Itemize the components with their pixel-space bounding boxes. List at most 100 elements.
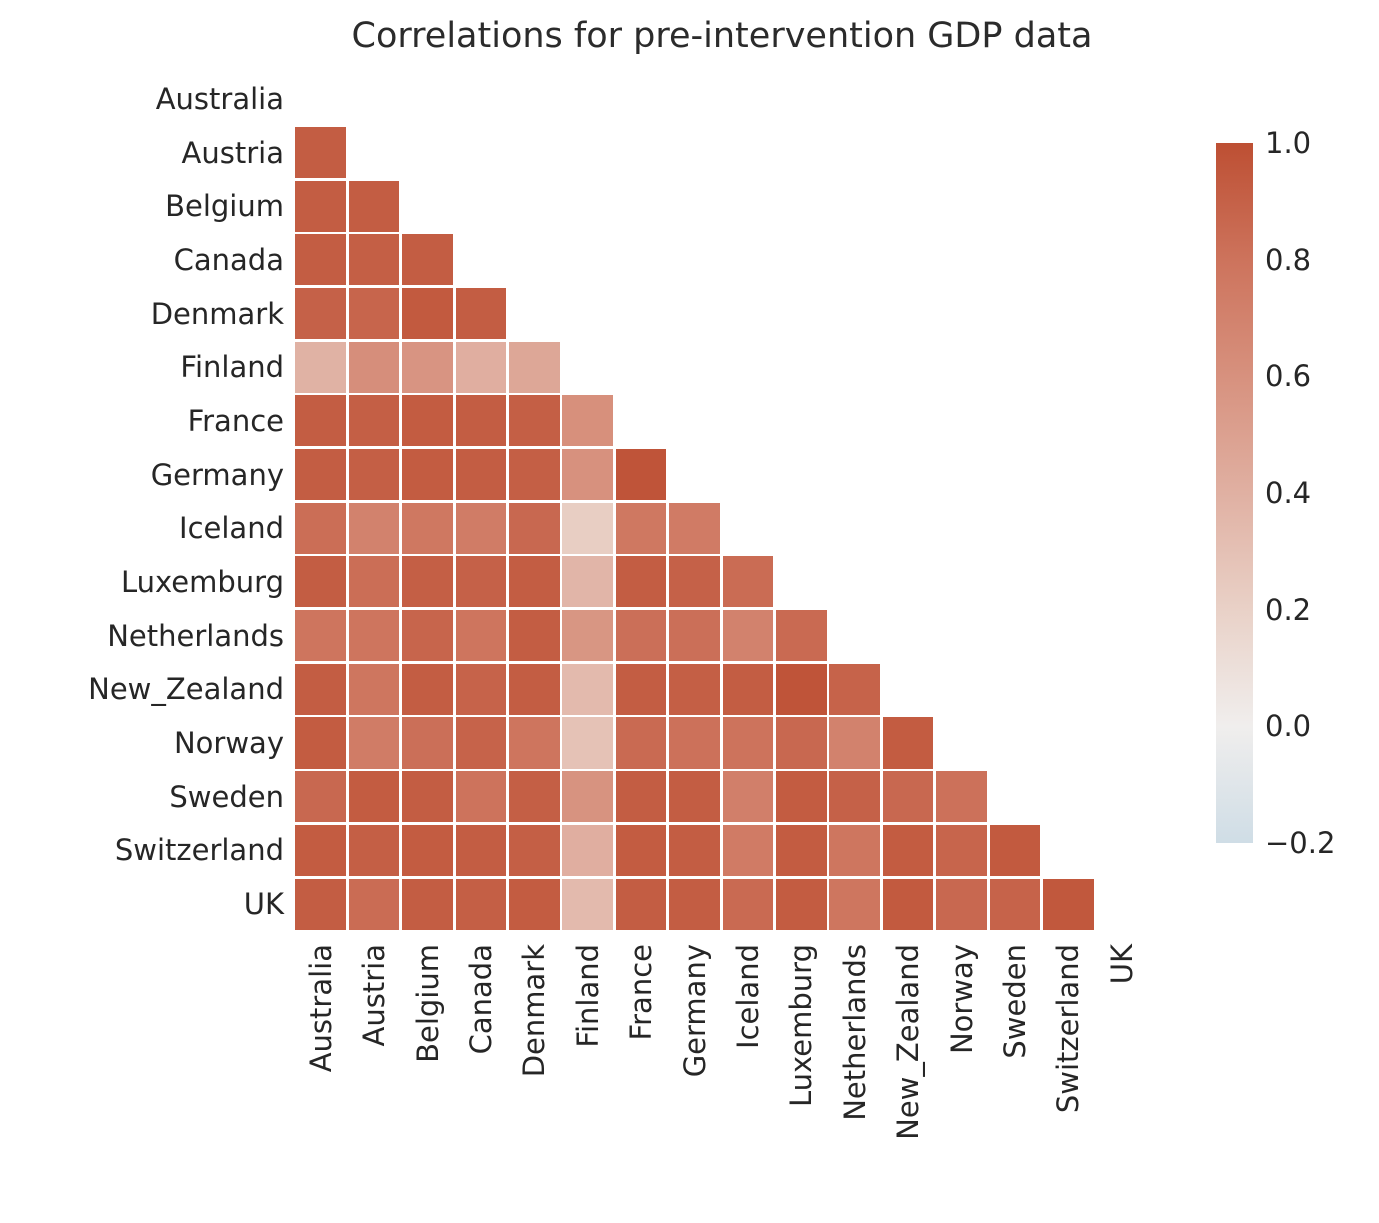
heatmap-cell	[936, 824, 987, 876]
heatmap-cell	[402, 717, 453, 769]
heatmap-cell	[455, 878, 507, 930]
heatmap-cell	[562, 610, 614, 662]
heatmap-cell	[722, 771, 774, 823]
heatmap-cell	[348, 395, 400, 447]
heatmap-cell	[348, 717, 400, 769]
heatmap-cell	[615, 878, 667, 930]
heatmap-cell	[669, 771, 720, 823]
heatmap-cell	[669, 663, 720, 715]
heatmap-cell	[295, 502, 347, 554]
y-tick-label: Canada	[173, 242, 284, 277]
heatmap-cell	[508, 395, 560, 447]
heatmap-cell	[508, 717, 560, 769]
heatmap-cell	[615, 717, 667, 769]
heatmap-cell	[508, 663, 560, 715]
heatmap-cell	[295, 288, 347, 340]
heatmap-cell	[829, 824, 881, 876]
heatmap-cell	[508, 556, 560, 608]
y-tick-label: Germany	[150, 457, 284, 492]
heatmap-cell	[348, 824, 400, 876]
heatmap-cell	[295, 126, 347, 179]
y-tick-label: Luxemburg	[121, 564, 284, 599]
heatmap-cell	[348, 234, 400, 286]
colorbar-tick-label: 0.0	[1265, 709, 1312, 744]
heatmap-cell	[348, 663, 400, 715]
y-tick-label: Denmark	[150, 296, 284, 331]
heatmap-cell	[882, 824, 934, 876]
heatmap-cell	[615, 449, 667, 501]
heatmap-cell	[775, 610, 827, 662]
heatmap-cell	[295, 180, 347, 232]
heatmap-cell	[508, 610, 560, 662]
colorbar-gradient	[1216, 143, 1253, 843]
heatmap-cell	[669, 502, 720, 554]
heatmap-cell	[295, 771, 347, 823]
heatmap-cell	[615, 771, 667, 823]
heatmap-cell	[615, 502, 667, 554]
heatmap-cell	[508, 449, 560, 501]
heatmap-cell	[615, 824, 667, 876]
heatmap-cell	[722, 824, 774, 876]
y-tick-label: New_Zealand	[88, 672, 284, 707]
heatmap-cell	[402, 771, 453, 823]
heatmap-cell	[829, 663, 881, 715]
colorbar-tick-label: 1.0	[1265, 126, 1312, 160]
heatmap-cell	[455, 502, 507, 554]
heatmap-cell	[562, 878, 614, 930]
heatmap-cell	[348, 449, 400, 501]
heatmap-cell	[295, 610, 347, 662]
heatmap-cell	[402, 824, 453, 876]
heatmap-cell	[562, 502, 614, 554]
heatmap-cell	[882, 771, 934, 823]
heatmap-cell	[829, 771, 881, 823]
heatmap-cell	[722, 663, 774, 715]
heatmap-cell	[936, 878, 987, 930]
heatmap-cell	[989, 824, 1041, 876]
heatmap-cell	[562, 449, 614, 501]
heatmap-cell	[455, 824, 507, 876]
x-tick-label: UK	[1104, 944, 1139, 985]
heatmap-cell	[402, 663, 453, 715]
heatmap-cell	[508, 502, 560, 554]
heatmap-cell	[669, 878, 720, 930]
heatmap-cell	[348, 878, 400, 930]
heatmap-cell	[455, 663, 507, 715]
y-tick-label: Finland	[180, 350, 284, 385]
heatmap-cell	[562, 717, 614, 769]
heatmap-cell	[775, 717, 827, 769]
heatmap-cell	[562, 663, 614, 715]
heatmap-cell	[615, 610, 667, 662]
y-tick-label: Netherlands	[107, 618, 284, 653]
heatmap-cell	[455, 610, 507, 662]
heatmap-cell	[295, 449, 347, 501]
heatmap-cell	[402, 234, 453, 286]
heatmap-cell	[348, 771, 400, 823]
heatmap-cell	[562, 771, 614, 823]
y-tick-label: Switzerland	[114, 833, 284, 868]
heatmap-cell	[348, 180, 400, 232]
heatmap-cell	[508, 878, 560, 930]
heatmap-cell	[295, 717, 347, 769]
heatmap-cell	[402, 288, 453, 340]
heatmap-cell	[455, 341, 507, 393]
colorbar-tick-label: 0.4	[1265, 476, 1312, 510]
y-tick-label: Iceland	[179, 511, 284, 546]
heatmap-cell	[722, 878, 774, 930]
heatmap-cell	[455, 449, 507, 501]
heatmap-cell	[775, 878, 827, 930]
heatmap-cell	[402, 556, 453, 608]
heatmap-cell	[936, 771, 987, 823]
heatmap-cell	[508, 771, 560, 823]
heatmap-cell	[455, 717, 507, 769]
heatmap-cell	[615, 663, 667, 715]
heatmap-cell	[348, 610, 400, 662]
heatmap-cell	[295, 395, 347, 447]
heatmap-cell	[455, 556, 507, 608]
heatmap-cell	[829, 717, 881, 769]
heatmap-cell	[295, 556, 347, 608]
y-tick-label: Norway	[173, 726, 284, 760]
colorbar-tick-label: 0.2	[1265, 592, 1312, 627]
heatmap-cell	[882, 878, 934, 930]
heatmap-cell	[295, 341, 347, 393]
